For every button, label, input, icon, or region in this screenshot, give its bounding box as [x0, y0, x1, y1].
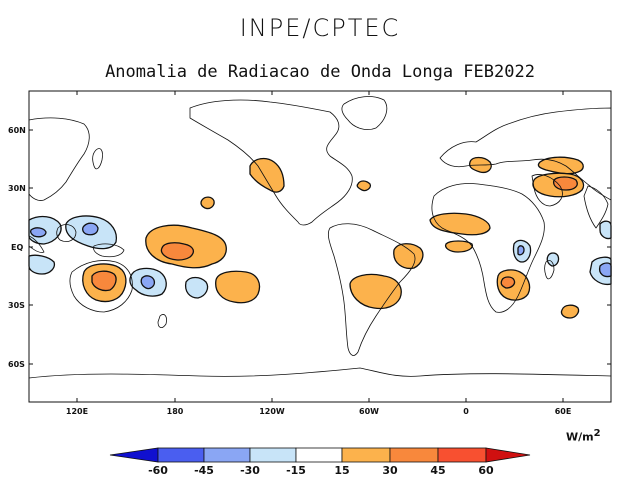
anomaly-negative-coral-sea-core — [140, 275, 156, 290]
lat-label-eq: EQ — [11, 243, 23, 252]
coastline-north-america — [189, 99, 353, 226]
coastlines — [28, 96, 612, 379]
coastline-antarctica — [28, 367, 612, 379]
units-text: W/m — [566, 430, 594, 444]
colorbar-label-neg15: -15 — [286, 464, 306, 477]
colorbar-label-30: 30 — [382, 464, 398, 477]
lat-label-60s: 60S — [8, 360, 25, 369]
anomaly-negative-indonesia-south — [28, 254, 56, 275]
coastline-east-asia — [28, 117, 90, 201]
coastline-borneo — [56, 224, 77, 242]
colorbar-bin-3 — [249, 447, 297, 463]
colorbar — [109, 447, 531, 463]
lon-label-120w: 120W — [259, 407, 285, 416]
anomaly-positive-ne-brazil — [393, 243, 424, 270]
anomaly-negative-sw-pacific — [184, 276, 209, 299]
coastline-india — [583, 185, 609, 229]
anomaly-positive-south-indian-ocean — [560, 304, 580, 319]
lon-ticks — [76, 91, 564, 402]
colorbar-label-neg30: -30 — [240, 464, 260, 477]
colorbar-label-60: 60 — [478, 464, 494, 477]
coastline-sumatra — [28, 235, 45, 253]
lon-label-60w: 60W — [359, 407, 379, 416]
anomaly-positive-central-pacific-core — [160, 242, 195, 261]
anomaly-positive-se-pacific — [215, 270, 261, 304]
coastline-south-america — [327, 223, 416, 356]
colorbar-bin-6 — [389, 447, 439, 463]
colorbar-bin-2 — [203, 447, 251, 463]
anomaly-positive-middle-east — [537, 156, 584, 175]
coastline-greenland — [341, 96, 388, 130]
lon-label-60e: 60E — [555, 407, 572, 416]
lon-label-120e: 120E — [66, 407, 88, 416]
lon-label-180: 180 — [167, 407, 184, 416]
colorbar-arrow-high — [485, 447, 531, 463]
colorbar-label-neg60: -60 — [148, 464, 168, 477]
anomaly-negative-indian-ocean-south-core — [598, 262, 612, 278]
anomaly-positive-gulf-guinea — [444, 240, 474, 253]
lon-label-0: 0 — [463, 407, 469, 416]
colorbar-bin-4 — [295, 447, 343, 463]
anomaly-negative-indian-ocean-east — [599, 220, 612, 240]
colorbar-bin-7 — [437, 447, 487, 463]
anomaly-negative-maritime-continent-core — [29, 227, 47, 238]
anomaly-negative-madagascar — [546, 252, 560, 267]
anomaly-negative-east-africa-core — [517, 245, 525, 256]
units-exponent: 2 — [593, 428, 601, 439]
coastline-madagascar — [544, 260, 555, 280]
anomaly-positive-small-pacific — [200, 196, 215, 210]
coastline-new-guinea — [93, 243, 125, 258]
colorbar-label-45: 45 — [430, 464, 445, 477]
anomaly-positive-southern-africa-core — [500, 276, 516, 289]
coastline-japan — [92, 148, 103, 170]
coastline-new-zealand — [157, 314, 167, 328]
anomaly-positive-australia-core — [91, 270, 117, 292]
coastline-arabia — [531, 174, 563, 207]
anomaly-positive-north-atlantic — [356, 180, 372, 192]
anomaly-positive-south-america — [349, 273, 402, 310]
coastline-australia — [69, 260, 133, 313]
coastline-eurasia — [439, 107, 612, 201]
lat-label-60n: 60N — [8, 126, 26, 135]
lat-label-30s: 30S — [8, 301, 25, 310]
colorbar-units: W/m2 — [566, 428, 601, 444]
lat-ticks — [29, 129, 611, 365]
anomaly-positive-arabia-core — [552, 176, 578, 191]
institution-title: INPE/CPTEC — [239, 14, 401, 42]
lat-label-30n: 30N — [8, 184, 26, 193]
map-title: Anomalia de Radiacao de Onda Longa FEB20… — [105, 62, 535, 82]
anomaly-negative-philippines-core — [82, 222, 99, 236]
colorbar-arrow-low — [109, 447, 159, 463]
colorbar-bin-5 — [341, 447, 391, 463]
coastline-africa — [431, 183, 545, 313]
colorbar-label-15: 15 — [334, 464, 349, 477]
colorbar-bin-1 — [157, 447, 205, 463]
colorbar-label-neg45: -45 — [194, 464, 214, 477]
